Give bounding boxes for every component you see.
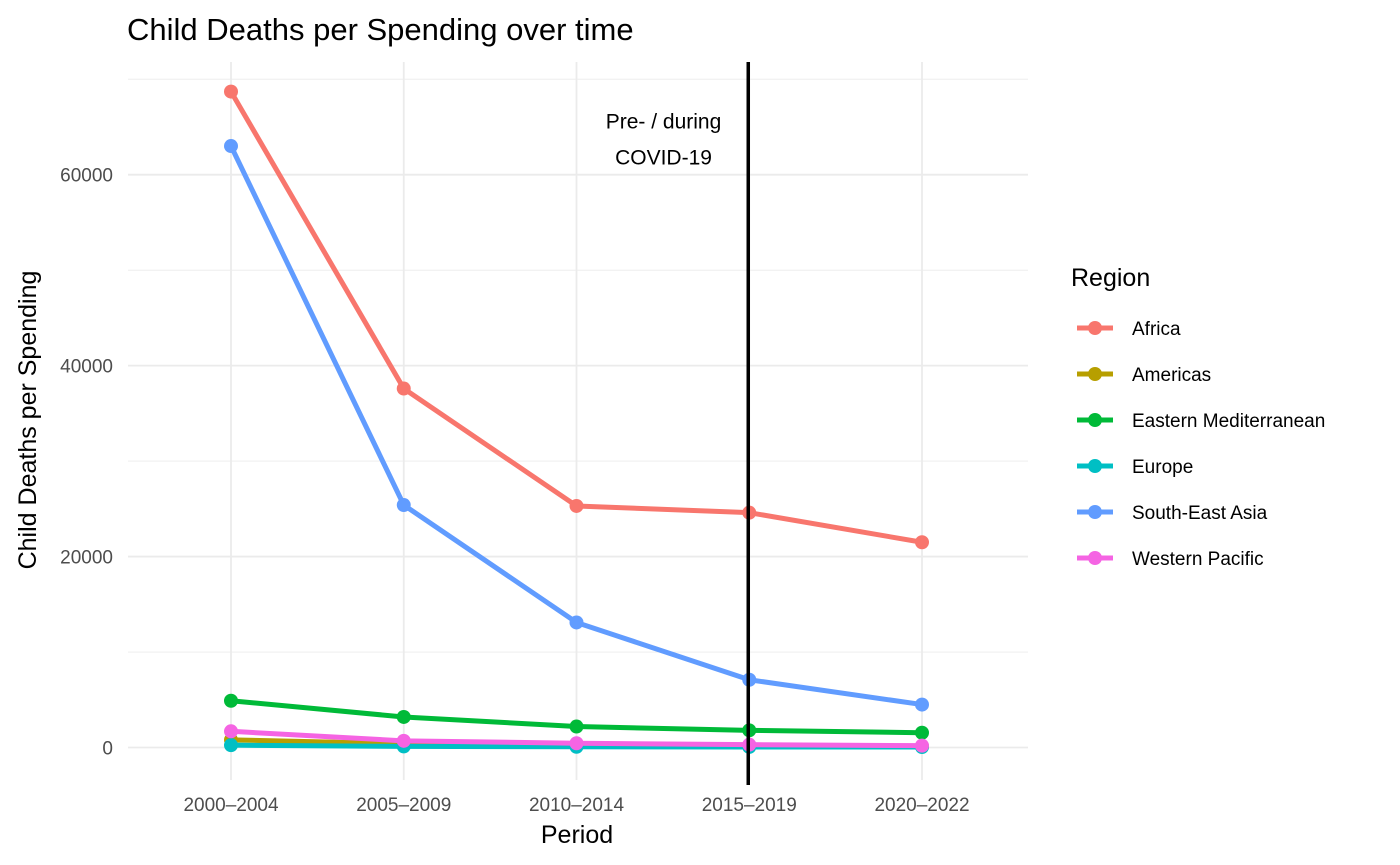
data-point	[224, 693, 238, 708]
legend-label: Eastern Mediterranean	[1132, 411, 1325, 432]
data-point	[396, 381, 411, 396]
legend: Region Africa Americas Eastern Mediterrane…	[1071, 264, 1325, 570]
legend-label: Africa	[1132, 319, 1181, 340]
y-axis-label: Child Deaths per Spending	[14, 271, 42, 570]
data-point	[915, 697, 929, 712]
legend-key-point	[1088, 367, 1102, 381]
data-point	[569, 736, 584, 751]
y-tick-label: 20000	[60, 548, 113, 569]
legend-item: Europe	[1077, 457, 1193, 478]
y-tick-labels: 0 20000 40000 60000	[60, 166, 113, 760]
data-point	[224, 738, 238, 753]
annotation-line-2: COVID-19	[615, 146, 712, 169]
data-point	[224, 724, 238, 739]
x-tick-label: 2020–2022	[874, 795, 969, 816]
series-layer	[224, 84, 929, 755]
legend-label: South-East Asia	[1132, 503, 1268, 524]
data-point	[569, 615, 584, 630]
legend-label: Western Pacific	[1132, 549, 1264, 570]
x-tick-labels: 2000–2004 2005–2009 2010–2014 2015–2019 2020…	[183, 795, 969, 816]
data-point	[569, 498, 584, 513]
legend-title: Region	[1071, 264, 1150, 292]
legend-label: Europe	[1132, 457, 1193, 478]
data-point	[915, 738, 929, 753]
legend-item: Americas	[1077, 365, 1211, 386]
data-point	[224, 139, 238, 154]
x-tick-label: 2005–2009	[356, 795, 451, 816]
y-tick-label: 60000	[60, 166, 113, 187]
x-tick-label: 2015–2019	[702, 795, 797, 816]
grid	[128, 62, 1028, 780]
data-point	[915, 535, 929, 550]
y-tick-label: 40000	[60, 357, 113, 378]
x-tick-label: 2010–2014	[529, 795, 625, 816]
legend-item: Western Pacific	[1077, 549, 1264, 570]
x-axis-label: Period	[541, 821, 613, 849]
legend-item: Africa	[1077, 319, 1181, 340]
data-point	[396, 733, 411, 748]
data-point	[224, 84, 238, 99]
legend-key-point	[1088, 551, 1102, 565]
data-point	[396, 498, 411, 513]
data-point	[569, 719, 584, 734]
y-tick-label: 0	[102, 739, 113, 760]
chart-title: Child Deaths per Spending over time	[127, 12, 634, 47]
legend-key-point	[1088, 413, 1102, 427]
legend-item: South-East Asia	[1077, 503, 1268, 524]
legend-key-point	[1088, 321, 1102, 335]
legend-item: Eastern Mediterranean	[1077, 411, 1325, 432]
data-point	[396, 709, 411, 724]
x-tick-label: 2000–2004	[183, 795, 279, 816]
legend-key-point	[1088, 505, 1102, 519]
legend-items: Africa Americas Eastern Mediterranean Europ…	[1077, 319, 1325, 570]
series-africa	[224, 84, 929, 550]
data-point	[915, 725, 929, 740]
legend-label: Americas	[1132, 365, 1211, 386]
legend-key-point	[1088, 459, 1102, 473]
annotation-line-1: Pre- / during	[606, 110, 722, 133]
series-western-pacific	[224, 724, 929, 753]
series-south-east-asia	[224, 139, 929, 712]
